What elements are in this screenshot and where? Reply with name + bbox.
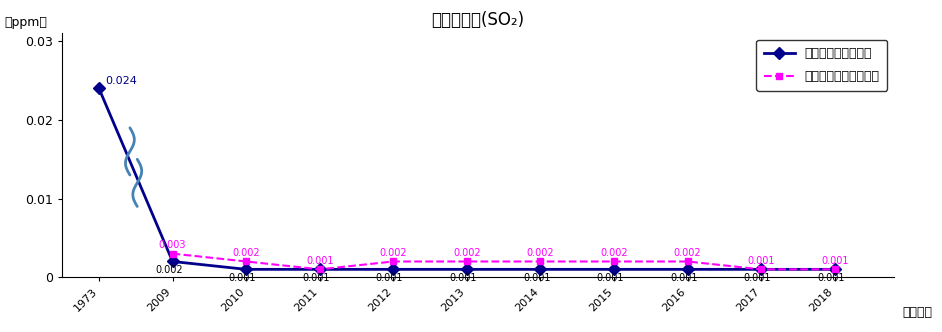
Legend: 一般環境大気測定局, 自動设排出ガス測定局: 一般環境大気測定局, 自動设排出ガス測定局 — [756, 40, 887, 91]
一般環境大気測定局 — [829, 267, 840, 271]
Text: （ppm）: （ppm） — [4, 16, 47, 29]
一般環境大気測定局 — [314, 267, 325, 271]
Text: 0.001: 0.001 — [306, 256, 333, 266]
Text: 0.001: 0.001 — [747, 256, 775, 266]
Text: 0.001: 0.001 — [821, 256, 849, 266]
Text: 0.001: 0.001 — [744, 273, 771, 283]
自動设排出ガス測定局 — [609, 260, 620, 264]
一般環境大気測定局 — [682, 267, 693, 271]
一般環境大気測定局 — [240, 267, 252, 271]
Text: 0.024: 0.024 — [105, 76, 137, 86]
Text: 0.002: 0.002 — [155, 265, 183, 276]
Text: 0.002: 0.002 — [600, 248, 627, 258]
Text: 0.001: 0.001 — [596, 273, 625, 283]
自動设排出ガス測定局 — [314, 267, 325, 271]
一般環境大気測定局 — [535, 267, 546, 271]
一般環境大気測定局 — [609, 267, 620, 271]
Text: （年度）: （年度） — [901, 306, 932, 319]
Text: 0.001: 0.001 — [449, 273, 477, 283]
Text: 0.001: 0.001 — [302, 273, 330, 283]
Text: 0.001: 0.001 — [229, 273, 256, 283]
一般環境大気測定局 — [462, 267, 473, 271]
Text: 0.002: 0.002 — [380, 248, 407, 258]
一般環境大気測定局 — [755, 267, 767, 271]
Text: 0.001: 0.001 — [523, 273, 550, 283]
自動设排出ガス測定局 — [535, 260, 546, 264]
Text: 0.002: 0.002 — [233, 248, 260, 258]
Title: 二酸化硫黄(SO₂): 二酸化硫黄(SO₂) — [431, 11, 525, 29]
自動设排出ガス測定局 — [167, 252, 178, 256]
Text: 0.001: 0.001 — [670, 273, 698, 283]
自動设排出ガス測定局 — [388, 260, 399, 264]
Line: 一般環境大気測定局: 一般環境大気測定局 — [95, 84, 839, 274]
自動设排出ガス測定局 — [462, 260, 473, 264]
Line: 自動设排出ガス測定局: 自動设排出ガス測定局 — [170, 250, 838, 273]
自動设排出ガス測定局 — [755, 267, 767, 271]
自動设排出ガス測定局 — [829, 267, 840, 271]
Text: 0.001: 0.001 — [376, 273, 403, 283]
一般環境大気測定局 — [388, 267, 399, 271]
自動设排出ガス測定局 — [240, 260, 252, 264]
Text: 0.002: 0.002 — [527, 248, 554, 258]
Text: 0.003: 0.003 — [159, 240, 187, 250]
一般環境大気測定局 — [167, 260, 178, 264]
自動设排出ガス測定局 — [682, 260, 693, 264]
一般環境大気測定局 — [93, 87, 105, 91]
Text: 0.002: 0.002 — [453, 248, 480, 258]
Text: 0.002: 0.002 — [674, 248, 702, 258]
Text: 0.001: 0.001 — [818, 273, 845, 283]
